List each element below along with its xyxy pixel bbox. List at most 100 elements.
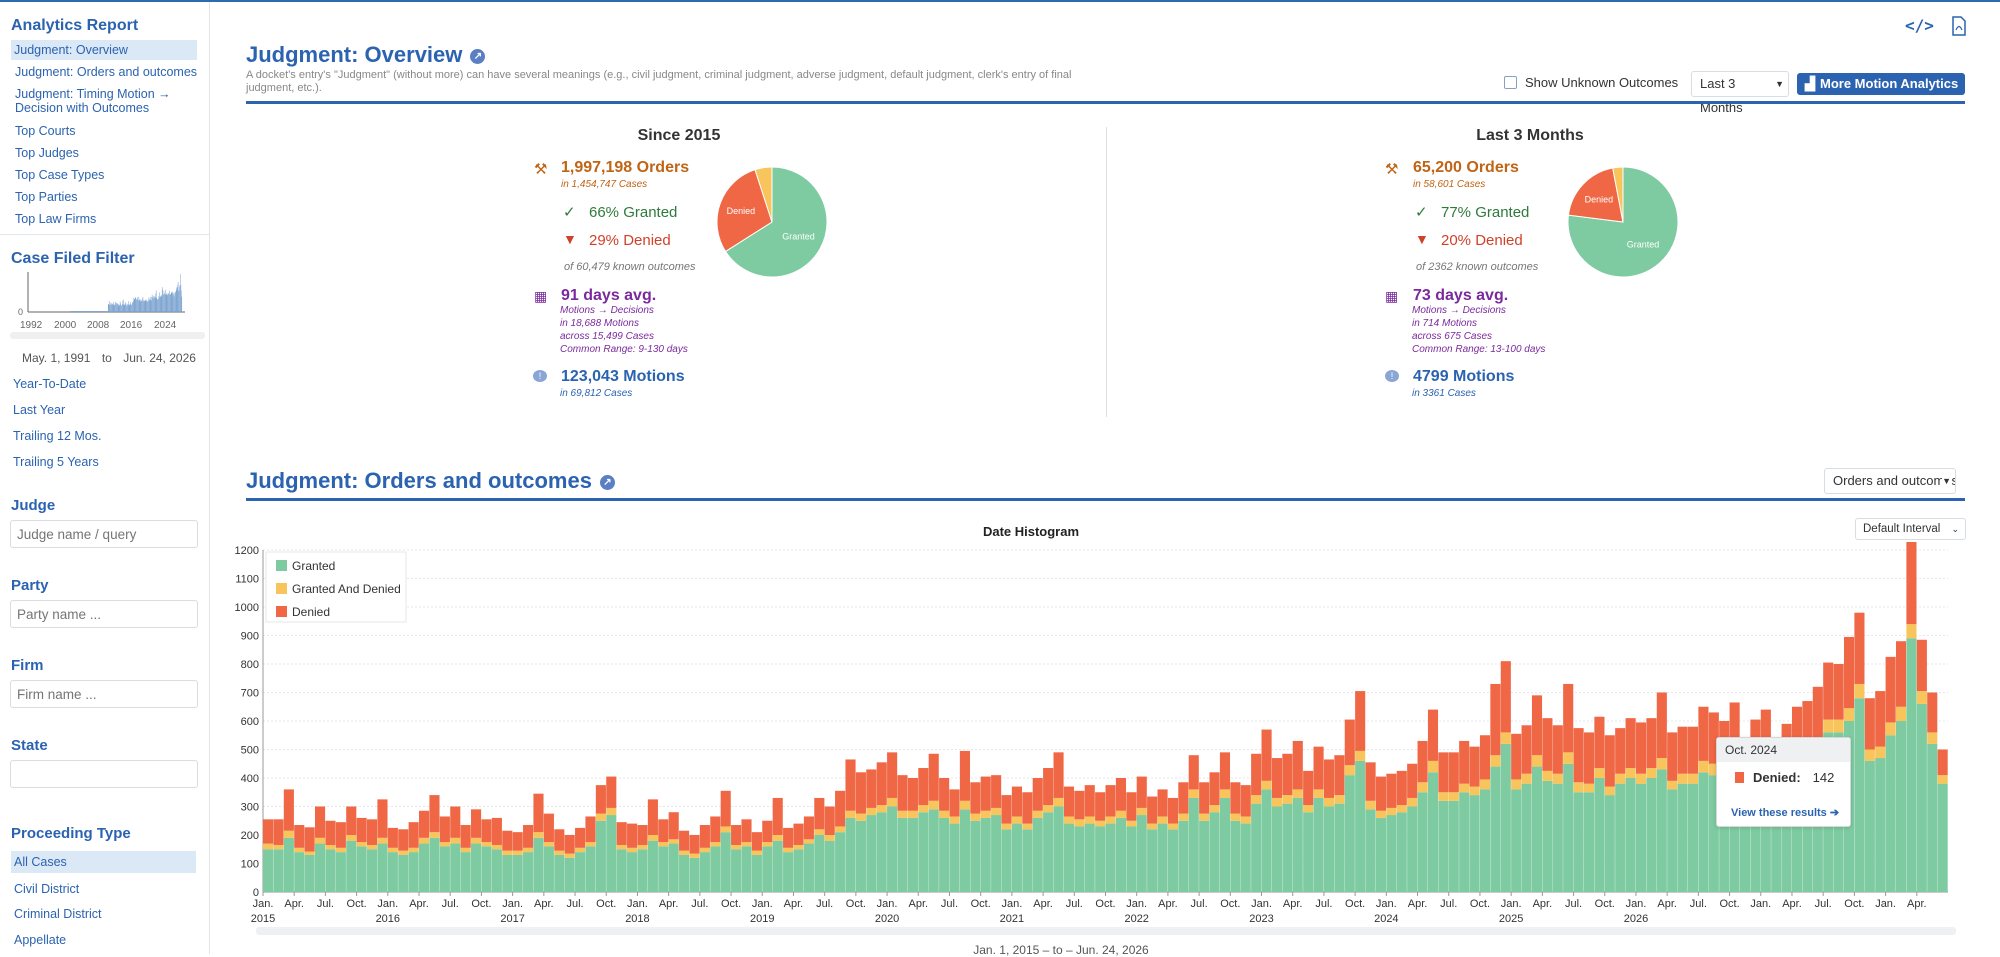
bar-denied[interactable] xyxy=(679,831,689,851)
bar-granted[interactable] xyxy=(918,812,928,892)
bar-granted[interactable] xyxy=(1646,778,1656,892)
bar-granted[interactable] xyxy=(1178,821,1188,892)
bar-denied[interactable] xyxy=(585,816,595,842)
bar-denied[interactable] xyxy=(835,791,845,827)
sidebar-item-orders-outcomes[interactable]: Judgment: Orders and outcomes xyxy=(15,65,197,79)
bar-granted[interactable] xyxy=(1282,804,1292,892)
bar-granted[interactable] xyxy=(1678,784,1688,892)
bar-denied[interactable] xyxy=(637,825,647,845)
bar-denied[interactable] xyxy=(991,775,1001,808)
bar-granted[interactable] xyxy=(1459,792,1469,892)
bar-granted[interactable] xyxy=(1001,829,1011,892)
bar-granted-and-denied[interactable] xyxy=(305,852,315,855)
bar-denied[interactable] xyxy=(315,807,325,838)
bar-granted[interactable] xyxy=(1553,784,1563,892)
bar-denied[interactable] xyxy=(523,825,533,848)
bar-granted-and-denied[interactable] xyxy=(617,845,627,849)
bar-granted-and-denied[interactable] xyxy=(1927,732,1937,743)
bar-denied[interactable] xyxy=(1522,725,1532,773)
bar-denied[interactable] xyxy=(1542,718,1552,771)
bar-granted-and-denied[interactable] xyxy=(1542,771,1552,781)
bar-granted-and-denied[interactable] xyxy=(1407,798,1417,807)
bar-granted[interactable] xyxy=(1355,761,1365,892)
judge-input[interactable] xyxy=(10,520,198,548)
bar-denied[interactable] xyxy=(960,751,970,801)
bar-granted-and-denied[interactable] xyxy=(1022,824,1032,830)
bar-denied[interactable] xyxy=(533,794,543,832)
bar-denied[interactable] xyxy=(554,829,564,850)
bar-granted-and-denied[interactable] xyxy=(866,808,876,815)
bar-granted[interactable] xyxy=(1324,807,1334,893)
bar-granted[interactable] xyxy=(1074,826,1084,892)
bar-granted-and-denied[interactable] xyxy=(315,838,325,844)
interval-select[interactable]: Default Interval⌄ xyxy=(1855,518,1966,540)
bar-denied[interactable] xyxy=(1875,691,1885,747)
bar-granted-and-denied[interactable] xyxy=(1480,779,1490,789)
bar-granted[interactable] xyxy=(741,846,751,892)
bar-granted[interactable] xyxy=(1896,721,1906,892)
bar-granted[interactable] xyxy=(700,852,710,892)
bar-granted-and-denied[interactable] xyxy=(1698,761,1708,772)
bar-granted-and-denied[interactable] xyxy=(1906,624,1916,638)
preset-last-year[interactable]: Last Year xyxy=(13,403,65,417)
bar-granted-and-denied[interactable] xyxy=(284,831,294,838)
bar-granted[interactable] xyxy=(565,858,575,892)
bar-granted[interactable] xyxy=(731,849,741,892)
bar-granted-and-denied[interactable] xyxy=(367,845,377,849)
bar-granted-and-denied[interactable] xyxy=(492,845,502,849)
bar-granted-and-denied[interactable] xyxy=(533,832,543,838)
bar-denied[interactable] xyxy=(1178,782,1188,813)
bar-granted[interactable] xyxy=(1636,784,1646,892)
bar-granted-and-denied[interactable] xyxy=(585,842,595,846)
bar-granted[interactable] xyxy=(1532,767,1542,892)
bar-granted[interactable] xyxy=(877,812,887,892)
jump-link-icon[interactable]: ↗ xyxy=(600,475,615,490)
bar-granted[interactable] xyxy=(1906,638,1916,892)
bar-denied[interactable] xyxy=(1501,661,1511,732)
bar-denied[interactable] xyxy=(1262,730,1272,781)
bar-granted[interactable] xyxy=(1220,798,1230,892)
bar-granted[interactable] xyxy=(710,846,720,892)
bar-denied[interactable] xyxy=(377,799,387,837)
view-results-link[interactable]: View these results ➔ xyxy=(1731,806,1839,819)
bar-granted[interactable] xyxy=(689,858,699,892)
bar-granted[interactable] xyxy=(1584,792,1594,892)
bar-granted-and-denied[interactable] xyxy=(1355,751,1365,761)
bar-granted-and-denied[interactable] xyxy=(970,814,980,821)
bar-denied[interactable] xyxy=(1293,741,1303,789)
bar-granted[interactable] xyxy=(648,841,658,892)
bar-denied[interactable] xyxy=(450,807,460,838)
bar-denied[interactable] xyxy=(1168,798,1178,824)
legend-label[interactable]: Granted xyxy=(292,559,335,573)
bar-granted[interactable] xyxy=(481,846,491,892)
bar-granted-and-denied[interactable] xyxy=(1938,775,1948,784)
bar-granted-and-denied[interactable] xyxy=(1241,816,1251,823)
bar-granted[interactable] xyxy=(450,844,460,892)
bar-denied[interactable] xyxy=(1470,747,1480,787)
bar-denied[interactable] xyxy=(1272,758,1282,798)
bar-granted-and-denied[interactable] xyxy=(1085,816,1095,823)
bar-denied[interactable] xyxy=(689,835,699,854)
bar-granted[interactable] xyxy=(1022,829,1032,892)
sidebar-item-top-judges[interactable]: Top Judges xyxy=(15,146,79,160)
bar-denied[interactable] xyxy=(1553,725,1563,773)
bar-granted[interactable] xyxy=(1501,744,1511,892)
bar-granted[interactable] xyxy=(1657,769,1667,892)
bar-granted[interactable] xyxy=(1563,764,1573,892)
bar-granted[interactable] xyxy=(1938,784,1948,892)
bar-granted-and-denied[interactable] xyxy=(1158,816,1168,823)
bar-granted-and-denied[interactable] xyxy=(513,851,523,855)
bar-denied[interactable] xyxy=(648,799,658,835)
bar-denied[interactable] xyxy=(461,825,471,848)
bar-granted-and-denied[interactable] xyxy=(1594,768,1604,778)
bar-granted[interactable] xyxy=(897,818,907,892)
bar-granted[interactable] xyxy=(263,849,273,892)
bar-granted[interactable] xyxy=(596,821,606,892)
bar-denied[interactable] xyxy=(596,785,606,814)
bar-granted[interactable] xyxy=(1199,821,1209,892)
bar-granted[interactable] xyxy=(1449,801,1459,892)
bar-granted[interactable] xyxy=(513,855,523,892)
bar-denied[interactable] xyxy=(1584,732,1594,783)
bar-denied[interactable] xyxy=(1022,792,1032,823)
